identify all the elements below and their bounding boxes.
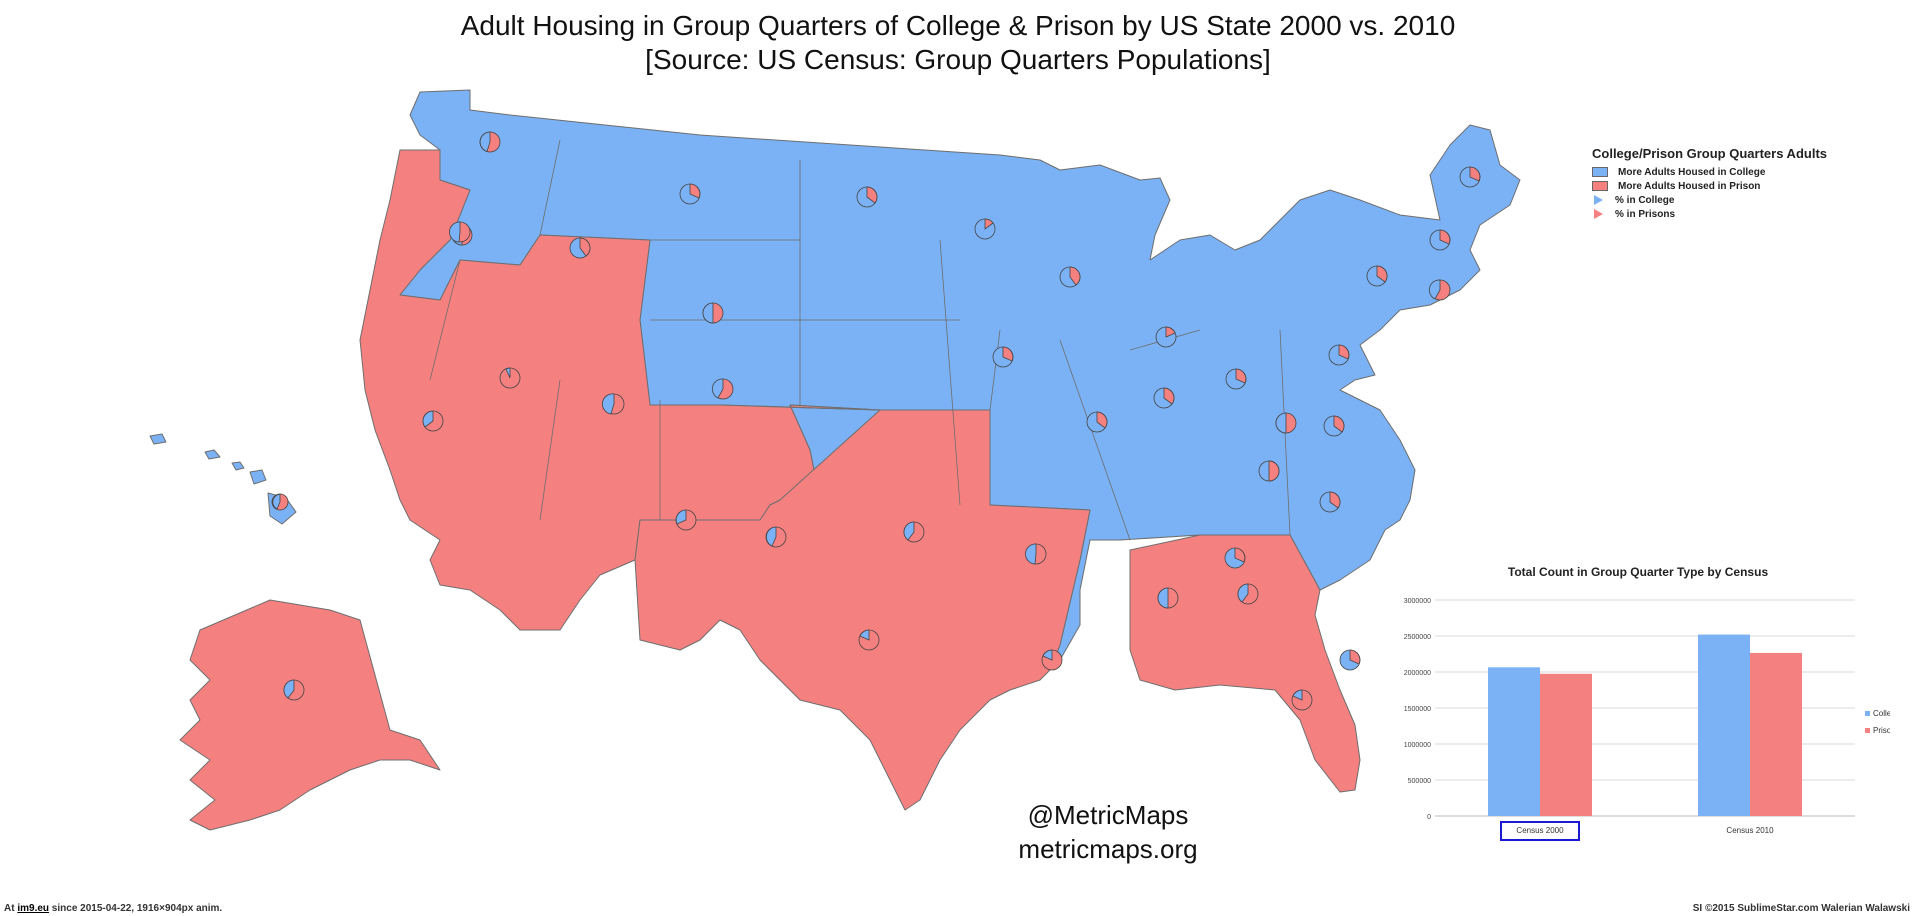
bar-college <box>1488 667 1540 816</box>
footer-left: At im9.eu since 2015-04-22, 1916×904px a… <box>4 903 222 914</box>
x-category-label: Census 2000 <box>1516 826 1564 835</box>
credit-site: metricmaps.org <box>1018 834 1198 864</box>
legend-label: More Adults Housed in Prison <box>1618 180 1761 192</box>
alaska-outline <box>179 599 441 831</box>
chart-legend-label: College Group Quarters <box>1873 709 1890 718</box>
hawaii-island <box>149 433 167 445</box>
footer-prefix: At <box>4 903 18 914</box>
map-subtitle: [Source: US Census: Group Quarters Popul… <box>645 44 1271 75</box>
legend-item-college: More Adults Housed in College <box>1580 165 1880 179</box>
legend-title: College/Prison Group Quarters Adults <box>1592 146 1827 161</box>
x-category-label: Census 2010 <box>1726 826 1774 835</box>
chart-legend-label: Prison Group Quarters <box>1873 726 1890 735</box>
bar-prison <box>1540 673 1592 816</box>
map-title: Adult Housing in Group Quarters of Colle… <box>460 10 1456 41</box>
credit-handle: @MetricMaps <box>1027 800 1189 830</box>
hawaii-island <box>231 461 245 471</box>
y-tick-label: 2500000 <box>1404 634 1431 641</box>
y-tick-label: 2000000 <box>1404 670 1431 677</box>
footer-suffix: since 2015-04-22, 1916×904px anim. <box>49 903 223 914</box>
bar-prison <box>1750 652 1802 816</box>
state-pie-markers-prison <box>271 221 1313 711</box>
legend-item-college-pct: % in College <box>1580 193 1880 207</box>
bar-chart: Total Count in Group Quarter Type by Cen… <box>1404 565 1890 841</box>
y-tick-label: 3000000 <box>1404 598 1431 605</box>
footer-right: SI ©2015 SublimeStar.com Walerian Walaws… <box>1692 903 1910 914</box>
hawaii-island <box>249 469 267 485</box>
y-tick-label: 1500000 <box>1404 706 1431 713</box>
region-prison-south <box>634 409 1091 811</box>
chart-title: Total Count in Group Quarter Type by Cen… <box>1508 565 1769 579</box>
legend-item-prison: More Adults Housed in Prison <box>1580 179 1880 193</box>
legend-label: % in College <box>1615 194 1675 206</box>
region-prison-georgia-alabama <box>1129 534 1361 793</box>
highlight-box <box>1500 821 1580 841</box>
legend-label: % in Prisons <box>1615 208 1676 220</box>
triangle-icon <box>1594 195 1603 205</box>
footer-link[interactable]: im9.eu <box>17 903 50 914</box>
legend-label: More Adults Housed in College <box>1618 166 1766 178</box>
legend-swatch-college <box>1592 167 1608 177</box>
bar-college <box>1698 634 1750 816</box>
state-pie-markers <box>451 131 1481 671</box>
y-tick-label: 500000 <box>1408 778 1431 785</box>
map-legend: College/Prison Group Quarters Adults Mor… <box>1580 146 1880 221</box>
y-tick-label: 0 <box>1427 814 1431 821</box>
y-tick-label: 1000000 <box>1404 742 1431 749</box>
legend-swatch-prison <box>1592 181 1608 191</box>
triangle-icon <box>1594 209 1603 219</box>
chart-legend-swatch <box>1865 711 1870 716</box>
legend-item-prison-pct: % in Prisons <box>1580 207 1880 221</box>
hawaii-island <box>204 449 221 460</box>
us-map <box>149 89 1521 831</box>
chart-legend-swatch <box>1865 728 1870 733</box>
